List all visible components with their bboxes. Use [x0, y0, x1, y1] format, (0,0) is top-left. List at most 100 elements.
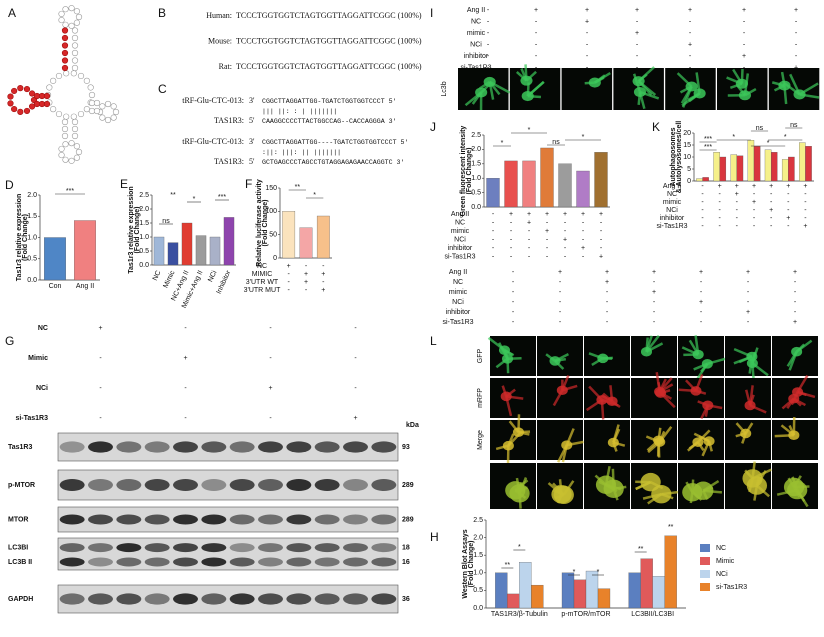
condition-sign: +: [742, 7, 746, 14]
condition-sign: +: [718, 183, 722, 190]
condition-sign: -: [586, 30, 589, 37]
condition-sign: -: [606, 309, 609, 316]
condition-sign: -: [736, 223, 739, 230]
significance: *: [767, 140, 770, 147]
y-axis-label: (Fold Change): [468, 540, 475, 587]
condition-sign: -: [528, 236, 531, 243]
condition-label: si-Tas1R3: [442, 319, 473, 326]
nucleotide: [68, 140, 75, 147]
condition-label: mimic: [449, 289, 468, 296]
condition-sign: +: [563, 211, 567, 218]
nucleotide: [58, 151, 65, 159]
cell-body: [740, 428, 752, 439]
condition-sign: -: [719, 215, 722, 222]
cell-body: [651, 484, 672, 504]
condition-sign: +: [746, 309, 750, 316]
condition-label: NCi: [36, 385, 48, 392]
cell-body: [556, 385, 568, 396]
condition-sign: -: [770, 215, 773, 222]
bar: [195, 235, 207, 266]
y-tick-label: 0.5: [139, 248, 149, 255]
significance: ***: [704, 136, 712, 143]
kda-label: 16: [402, 559, 410, 566]
kda-unit: kDa: [406, 422, 419, 429]
nucleotide: [71, 57, 79, 64]
condition-sign: -: [701, 207, 704, 214]
condition-sign: -: [747, 319, 750, 326]
condition-sign: +: [599, 253, 603, 260]
condition-sign: -: [795, 18, 798, 25]
condition-sign: +: [545, 211, 549, 218]
condition-label: MIMIC: [252, 271, 273, 278]
condition-sign: -: [510, 245, 513, 252]
bar: [44, 237, 66, 281]
nucleotide: [17, 85, 24, 92]
condition-sign: -: [582, 236, 585, 243]
bar: [799, 142, 806, 182]
nucleotide: [46, 84, 53, 91]
nucleotide: [23, 107, 31, 115]
nucleotide: [77, 110, 85, 118]
condition-label: mimic: [451, 228, 470, 235]
significance: *: [193, 196, 196, 203]
y-tick-label: 2.0: [473, 534, 483, 541]
cell-body: [791, 346, 803, 357]
bar: [736, 155, 744, 182]
y-tick-label: 20: [683, 130, 691, 137]
y-tick-label: 0: [687, 178, 691, 185]
condition-sign: -: [510, 219, 513, 226]
blot-label: LC3BI: [8, 544, 28, 551]
condition-sign: -: [535, 30, 538, 37]
condition-sign: -: [487, 18, 490, 25]
sequence: TCCCTGGTGGTCTAGTGGTTAGGATTCGGC (100%): [236, 11, 422, 20]
condition-sign: -: [287, 279, 290, 286]
nucleotide: [99, 103, 106, 110]
bar: [519, 562, 532, 609]
y-axis-label: Relative luciferase activity: [256, 179, 263, 267]
legend-label: NCi: [716, 571, 728, 578]
nucleotide: [73, 8, 80, 15]
target-end: 5': [249, 157, 255, 166]
cell-body: [746, 351, 758, 362]
y-tick-label: 2.0: [471, 146, 481, 153]
significance: *: [313, 192, 316, 199]
band: [201, 479, 227, 491]
bar: [719, 156, 727, 182]
band: [229, 557, 255, 567]
condition-sign: +: [321, 271, 325, 278]
significance: **: [170, 192, 176, 199]
condition-sign: +: [699, 269, 703, 276]
cell-body: [632, 76, 645, 87]
cell-body: [742, 469, 763, 488]
condition-sign: +: [746, 269, 750, 276]
condition-sign: +: [581, 245, 585, 252]
condition-sign: -: [184, 325, 187, 332]
y-axis-label: (Fold Change): [466, 147, 473, 194]
cell-body: [500, 391, 512, 402]
condition-sign: -: [354, 385, 357, 392]
significance: *: [573, 569, 576, 576]
bar: [781, 159, 789, 182]
band: [59, 557, 85, 567]
band: [144, 514, 170, 525]
condition-sign: -: [787, 223, 790, 230]
significance: *: [784, 134, 787, 141]
x-tick-label: Ang II: [76, 283, 94, 290]
condition-sign: -: [528, 245, 531, 252]
legend-label: Mimic: [716, 558, 735, 565]
condition-sign: -: [747, 289, 750, 296]
condition-sign: -: [582, 253, 585, 260]
y-axis-label: Green fluorescent intensity: [460, 126, 467, 217]
condition-sign: -: [512, 269, 515, 276]
condition-sign: -: [689, 18, 692, 25]
condition-sign: -: [700, 289, 703, 296]
condition-sign: +: [752, 183, 756, 190]
bar: [209, 236, 221, 266]
condition-sign: +: [581, 211, 585, 218]
blot-label: p-MTOR: [8, 482, 35, 489]
nucleotide: [7, 93, 14, 100]
nucleotide: [43, 100, 51, 108]
condition-sign: -: [492, 253, 495, 260]
condition-sign: -: [512, 279, 515, 286]
condition-sign: -: [606, 289, 609, 296]
